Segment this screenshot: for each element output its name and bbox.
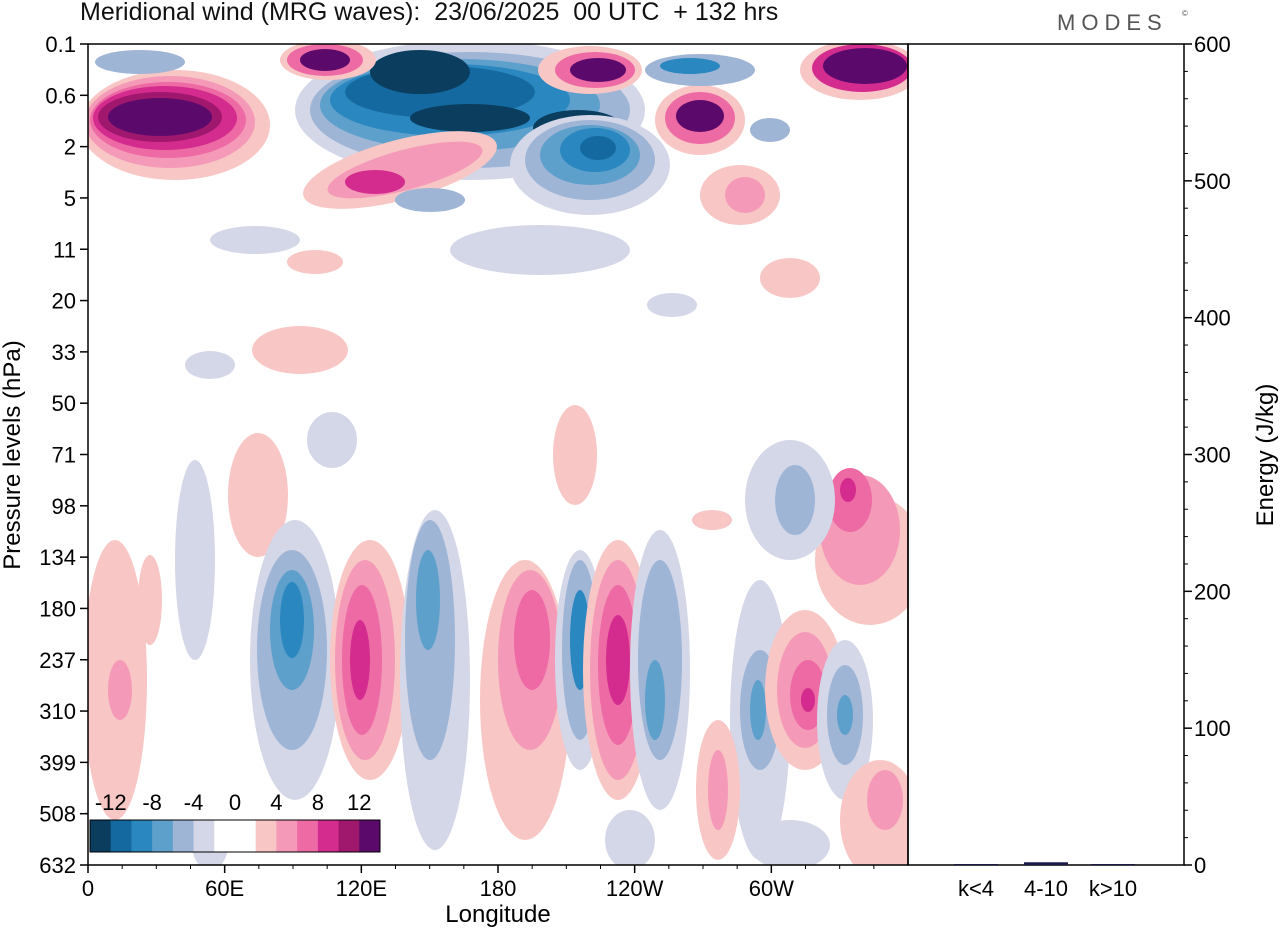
- energy-plot-frame: [907, 43, 1185, 866]
- longitude-axis: 0 60E 120E 180 120W 60W: [82, 865, 875, 901]
- mid-pos-blobs: [228, 250, 908, 625]
- y-tick-label: 33: [52, 340, 76, 365]
- trop-pos-band-5: [88, 540, 908, 865]
- y-tick-label: 71: [52, 443, 76, 468]
- colorbar-label: -12: [95, 790, 127, 815]
- energy-tick-label: 500: [1194, 169, 1231, 194]
- energy-tick-label: 200: [1194, 579, 1231, 604]
- colorbar-swatch: [235, 820, 257, 852]
- y-tick-label: 180: [39, 596, 76, 621]
- y-tick-label: 5: [64, 186, 76, 211]
- y-tick-label: 20: [52, 289, 76, 314]
- y-tick-label: 98: [52, 494, 76, 519]
- energy-axis-label: Energy (J/kg): [1252, 384, 1279, 527]
- energy-tick-label: 0: [1194, 853, 1206, 878]
- y-tick-label: 50: [52, 391, 76, 416]
- y-tick-label: 237: [39, 648, 76, 673]
- colorbar-swatch: [193, 820, 215, 852]
- energy-axis: 0 100 200 300 400 500 600: [1184, 32, 1231, 878]
- colorbar-swatch: [359, 820, 381, 852]
- y-tick-label: 508: [39, 802, 76, 827]
- trop-pos-band-4: [765, 610, 845, 770]
- upper-neg-blob-2: [510, 115, 670, 215]
- energy-tick-label: 300: [1194, 443, 1231, 468]
- energy-category-label: 4-10: [1024, 876, 1068, 901]
- y-tick-label: 399: [39, 750, 76, 775]
- pressure-axis: 0.1 0.6 2 5 11 20 33 50 71 98 134 180 237 310 399 508 63…: [39, 32, 88, 878]
- y-tick-label: 0.1: [45, 32, 76, 57]
- upper-pos-streak: [303, 131, 497, 209]
- upper-pos-blob-1: [88, 70, 270, 180]
- colorbar-swatch: [172, 820, 195, 852]
- energy-tick-label: 100: [1194, 716, 1231, 741]
- y-axis-label: Pressure levels (hPa): [0, 340, 26, 569]
- colorbar-swatch: [110, 820, 132, 852]
- mid-neg-blobs: [175, 293, 835, 660]
- energy-tick-label: 600: [1194, 32, 1231, 57]
- chart-title: Meridional wind (MRG waves): 23/06/2025 …: [80, 0, 779, 26]
- contour-field: [88, 44, 908, 865]
- trop-neg-band-2: [400, 510, 470, 850]
- energy-category-label: k<4: [958, 876, 994, 901]
- colorbar-swatch: [297, 820, 319, 852]
- colorbar-label: 12: [347, 790, 371, 815]
- colorbar-label: 4: [270, 790, 282, 815]
- x-axis-label: Longitude: [445, 901, 550, 928]
- x-tick-label: 60E: [205, 876, 244, 901]
- energy-bar: [1024, 862, 1068, 865]
- colorbar-swatch: [255, 820, 277, 852]
- colorbar-frame: [89, 819, 381, 853]
- x-tick-label: 60W: [749, 876, 794, 901]
- upper-pos-blob-5: [655, 85, 745, 155]
- upper-pos-blob-2: [280, 44, 376, 80]
- trop-pos-band-1: [330, 540, 410, 780]
- modes-logo: MODES: [1057, 10, 1168, 35]
- colorbar-swatch: [276, 820, 298, 852]
- energy-category-label: k>10: [1089, 876, 1137, 901]
- y-tick-label: 632: [39, 853, 76, 878]
- y-tick-label: 0.6: [45, 83, 76, 108]
- logo-copyright-mark: ©: [1182, 9, 1188, 18]
- energy-tick-label: 400: [1194, 306, 1231, 331]
- energy-bar: [954, 864, 998, 865]
- x-tick-label: 120W: [606, 876, 664, 901]
- colorbar-label: -8: [142, 790, 162, 815]
- x-tick-label: 120E: [336, 876, 387, 901]
- upper-pos-blob-6: [700, 165, 780, 225]
- trop-neg-band-6: [817, 640, 873, 800]
- y-tick-label: 2: [64, 135, 76, 160]
- trop-neg-band-4: [630, 530, 690, 810]
- trop-neg-band-1: [250, 520, 340, 800]
- colorbar: -12 -8 -4 0 4 8 12: [89, 790, 381, 853]
- colorbar-swatch: [90, 820, 112, 852]
- colorbar-swatch: [131, 820, 153, 852]
- colorbar-swatch: [317, 820, 340, 852]
- upper-pos-blob-4: [800, 44, 908, 100]
- colorbar-label: -4: [184, 790, 204, 815]
- y-tick-label: 134: [39, 545, 76, 570]
- colorbar-label: 8: [312, 790, 324, 815]
- energy-bars: k<4 4-10 k>10: [954, 862, 1137, 901]
- trop-pos-band-2: [480, 560, 570, 840]
- trop-neg-bottom: [192, 810, 830, 865]
- colorbar-swatch: [152, 820, 174, 852]
- energy-bar: [1091, 864, 1135, 865]
- y-tick-label: 310: [39, 699, 76, 724]
- upper-pos-blob-3: [538, 46, 642, 94]
- x-tick-label: 0: [82, 876, 94, 901]
- colorbar-swatch: [338, 820, 360, 852]
- colorbar-swatch: [214, 820, 236, 852]
- upper-neg-small: [95, 50, 790, 275]
- colorbar-label: 0: [229, 790, 241, 815]
- x-tick-label: 180: [480, 876, 517, 901]
- y-tick-label: 11: [53, 237, 76, 262]
